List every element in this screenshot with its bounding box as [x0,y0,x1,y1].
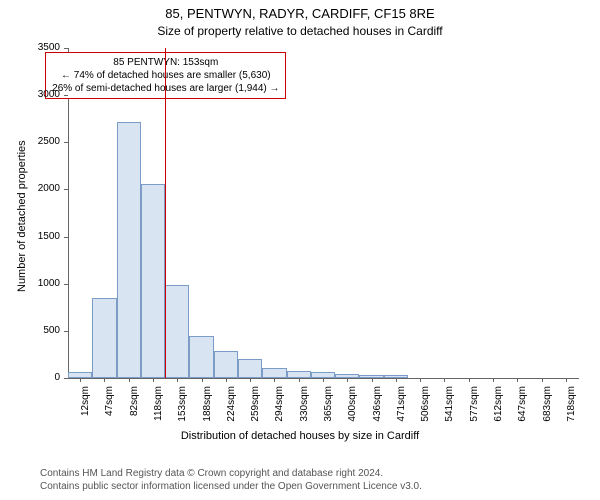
xtick-mark [299,378,300,382]
xtick-label: 506sqm [420,386,431,436]
histogram-bar [214,351,238,378]
xtick-label: 400sqm [347,386,358,436]
chart-title-address: 85, PENTWYN, RADYR, CARDIFF, CF15 8RE [0,6,600,21]
histogram-bar [262,368,286,378]
xtick-label: 118sqm [153,386,164,436]
chart-container: 85, PENTWYN, RADYR, CARDIFF, CF15 8RE Si… [0,0,600,500]
ytick-label: 2500 [0,136,60,147]
xtick-mark [517,378,518,382]
y-axis-label: Number of detached properties [16,141,28,293]
ytick-mark [64,189,68,190]
xtick-mark [396,378,397,382]
xtick-label: 612sqm [493,386,504,436]
xtick-label: 47sqm [104,386,115,436]
xtick-label: 188sqm [202,386,213,436]
xtick-label: 82sqm [129,386,140,436]
ytick-label: 1500 [0,231,60,242]
ytick-mark [64,48,68,49]
histogram-bar [287,371,311,378]
xtick-label: 153sqm [177,386,188,436]
ytick-mark [64,237,68,238]
histogram-bar [165,285,189,378]
chart-subtitle: Size of property relative to detached ho… [0,24,600,38]
xtick-mark [129,378,130,382]
histogram-bar [141,184,165,378]
xtick-mark [444,378,445,382]
xtick-mark [323,378,324,382]
histogram-bar [117,122,141,378]
xtick-mark [372,378,373,382]
xtick-mark [347,378,348,382]
xtick-label: 436sqm [372,386,383,436]
footer-line2: Contains public sector information licen… [40,480,422,493]
xtick-label: 577sqm [469,386,480,436]
ytick-mark [64,95,68,96]
xtick-mark [80,378,81,382]
xtick-mark [469,378,470,382]
xtick-mark [250,378,251,382]
xtick-label: 541sqm [444,386,455,436]
histogram-bar [238,359,262,378]
xtick-mark [493,378,494,382]
xtick-label: 12sqm [80,386,91,436]
ytick-mark [64,378,68,379]
ytick-label: 0 [0,372,60,383]
xtick-mark [226,378,227,382]
xtick-label: 718sqm [566,386,577,436]
xtick-label: 224sqm [226,386,237,436]
xtick-mark [177,378,178,382]
ytick-label: 3500 [0,42,60,53]
xtick-mark [542,378,543,382]
histogram-bar [92,298,116,378]
ytick-label: 500 [0,325,60,336]
ytick-mark [64,142,68,143]
xtick-label: 471sqm [396,386,407,436]
ytick-label: 3000 [0,89,60,100]
xtick-mark [420,378,421,382]
ytick-mark [64,284,68,285]
xtick-label: 330sqm [299,386,310,436]
xtick-mark [274,378,275,382]
ytick-mark [64,331,68,332]
reference-line [165,48,166,378]
footer-line1: Contains HM Land Registry data © Crown c… [40,467,383,480]
histogram-bar [189,336,213,378]
xtick-mark [566,378,567,382]
xtick-mark [153,378,154,382]
xtick-mark [202,378,203,382]
xtick-mark [104,378,105,382]
ytick-label: 1000 [0,278,60,289]
xtick-label: 683sqm [542,386,553,436]
xtick-label: 294sqm [274,386,285,436]
xtick-label: 259sqm [250,386,261,436]
xtick-label: 365sqm [323,386,334,436]
ytick-label: 2000 [0,183,60,194]
xtick-label: 647sqm [517,386,528,436]
